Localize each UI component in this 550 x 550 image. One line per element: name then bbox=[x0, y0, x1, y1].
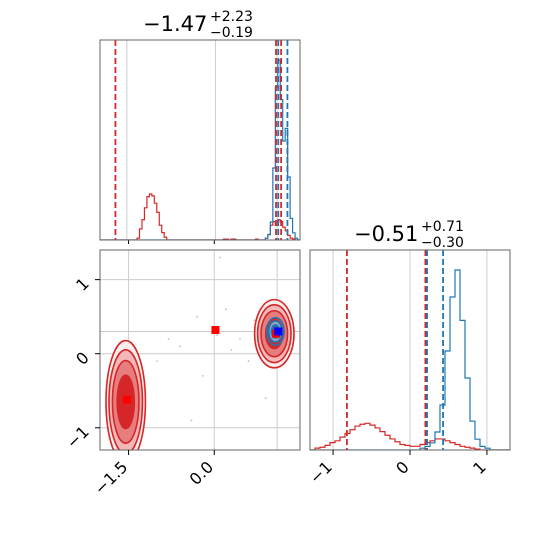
hist-panel-param2: −1 0 1 bbox=[306, 249, 511, 488]
title-param2-lower: −0.30 bbox=[421, 235, 464, 251]
contour-ytick-label-0: 1 bbox=[72, 274, 93, 295]
contour-sample-6 bbox=[201, 375, 204, 377]
blue-cluster0-level-0 bbox=[265, 316, 285, 347]
contour-sample-3 bbox=[219, 256, 221, 259]
contour-sample-7 bbox=[264, 397, 267, 400]
hist2-xtick-label-2: 1 bbox=[469, 457, 490, 478]
contour-sample-13 bbox=[216, 334, 219, 337]
hist2-xtick-label-1: 0 bbox=[392, 457, 413, 478]
contour-ytick-label-1: 0 bbox=[72, 348, 93, 369]
contour-sample-5 bbox=[239, 337, 241, 340]
contour-frame bbox=[99, 249, 301, 451]
contour-xtick-label-1: 0.0 bbox=[186, 457, 217, 488]
contour-sample-12 bbox=[190, 419, 193, 422]
red-marker-0 bbox=[122, 395, 131, 404]
blue-marker-0 bbox=[274, 327, 283, 336]
contour-sample-2 bbox=[167, 337, 170, 340]
contour-sample-10 bbox=[253, 319, 256, 322]
title-param2-upper: +0.71 bbox=[421, 219, 464, 235]
title-param1-upper: +2.23 bbox=[210, 9, 253, 25]
hist-panel-param1 bbox=[99, 39, 301, 244]
title-param1-value: −1.47 bbox=[143, 12, 207, 36]
contour-sample-9 bbox=[230, 349, 233, 351]
hist2-xtick-label-0: −1 bbox=[306, 457, 336, 487]
contour-sample-4 bbox=[247, 360, 250, 363]
contour-sample-8 bbox=[179, 345, 181, 348]
hist2-red-series bbox=[310, 422, 510, 450]
hist2-blue-series bbox=[310, 269, 510, 450]
title-param1-lower: −0.19 bbox=[210, 25, 253, 41]
contour-panel: −1.5 0.0 1 0 −1 bbox=[63, 249, 301, 498]
hist1-frame bbox=[99, 39, 301, 241]
title-param2: −0.51 +0.71 −0.30 bbox=[354, 219, 464, 251]
contour-sample-0 bbox=[196, 315, 199, 318]
contour-ytick-label-2: −1 bbox=[63, 422, 93, 452]
contour-sample-11 bbox=[156, 360, 159, 363]
contour-sample-1 bbox=[224, 308, 227, 311]
red-marker-1 bbox=[211, 326, 220, 334]
hist1-blue-series bbox=[100, 59, 300, 240]
title-param1: −1.47 +2.23 −0.19 bbox=[143, 9, 253, 41]
contour-xtick-label-0: −1.5 bbox=[90, 457, 131, 498]
title-param2-value: −0.51 bbox=[354, 222, 418, 246]
